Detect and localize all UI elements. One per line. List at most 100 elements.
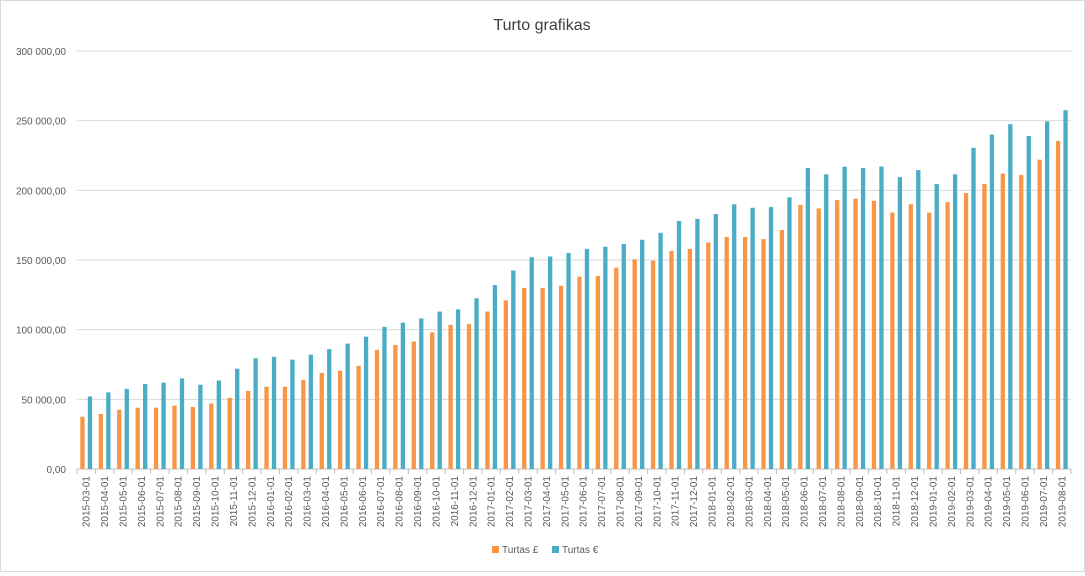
bar-turtas-gbp — [430, 332, 435, 469]
x-tick-label: 2016-08-01 — [395, 476, 406, 528]
bar-turtas-eur — [382, 326, 387, 469]
bar-turtas-gbp — [1019, 175, 1024, 470]
bar-turtas-eur — [511, 270, 516, 469]
bar-turtas-eur — [824, 174, 829, 469]
bar-turtas-eur — [235, 368, 240, 469]
bar-turtas-gbp — [209, 403, 214, 469]
bar-turtas-gbp — [319, 372, 324, 469]
bar-turtas-eur — [161, 382, 166, 469]
x-tick-label: 2015-07-01 — [155, 476, 166, 528]
x-tick-label: 2019-01-01 — [928, 476, 939, 528]
bar-turtas-gbp — [724, 237, 729, 469]
x-tick-label: 2016-01-01 — [266, 476, 277, 528]
x-tick-label: 2018-04-01 — [763, 476, 774, 528]
bar-turtas-eur — [437, 311, 442, 469]
x-tick-label: 2018-08-01 — [836, 476, 847, 528]
x-tick-label: 2017-05-01 — [560, 476, 571, 528]
bar-turtas-gbp — [614, 267, 619, 469]
bar-turtas-eur — [290, 359, 295, 469]
x-tick-label: 2018-01-01 — [708, 476, 719, 528]
x-tick-label: 2015-04-01 — [100, 476, 111, 528]
bar-turtas-gbp — [632, 259, 637, 469]
bar-turtas-gbp — [982, 184, 987, 469]
bar-turtas-gbp — [761, 239, 766, 469]
bar-turtas-eur — [989, 134, 995, 469]
bar-turtas-gbp — [393, 344, 398, 469]
y-tick-label: 50 000,00 — [22, 395, 67, 406]
bar-turtas-gbp — [356, 365, 361, 469]
bar-turtas-eur — [768, 207, 774, 469]
x-tick-label: 2016-10-01 — [431, 476, 442, 528]
bar-turtas-eur — [492, 285, 498, 469]
y-tick-label: 300 000,00 — [16, 47, 66, 58]
chart-title: Turto grafikas — [493, 17, 590, 34]
bar-turtas-gbp — [374, 349, 380, 469]
bar-turtas-gbp — [927, 212, 932, 470]
bar-turtas-gbp — [153, 407, 159, 469]
bar-turtas-eur — [345, 343, 350, 469]
bar-turtas-eur — [603, 246, 608, 469]
bar-turtas-eur — [87, 396, 93, 469]
bar-turtas-eur — [271, 356, 277, 469]
x-tick-label: 2015-05-01 — [119, 476, 130, 528]
x-tick-label: 2018-10-01 — [873, 476, 884, 528]
x-tick-label: 2018-07-01 — [818, 476, 829, 528]
bar-turtas-eur — [952, 174, 958, 469]
x-tick-label: 2015-11-01 — [229, 476, 240, 527]
bar-turtas-gbp — [338, 370, 343, 469]
x-tick-label: 2015-10-01 — [211, 476, 222, 528]
x-tick-label: 2016-02-01 — [284, 476, 295, 528]
bar-turtas-gbp — [245, 390, 251, 469]
bar-turtas-eur — [658, 232, 663, 469]
x-tick-label: 2019-05-01 — [1002, 476, 1013, 528]
bar-turtas-gbp — [853, 198, 858, 469]
y-tick-label: 0,00 — [47, 465, 67, 476]
x-tick-label: 2015-09-01 — [192, 476, 203, 528]
x-tick-label: 2017-01-01 — [487, 476, 498, 528]
bar-turtas-eur — [805, 168, 810, 470]
bar-turtas-eur — [1063, 110, 1068, 469]
x-tick-label: 2016-11-01 — [450, 476, 461, 527]
bar-turtas-gbp — [890, 212, 895, 470]
bar-turtas-gbp — [80, 416, 85, 469]
bar-turtas-gbp — [117, 409, 122, 469]
x-tick-label: 2018-11-01 — [892, 476, 903, 527]
bar-turtas-gbp — [558, 285, 564, 469]
bar-turtas-gbp — [871, 200, 877, 470]
x-tick-label: 2016-04-01 — [321, 476, 332, 528]
bar-turtas-eur — [1044, 121, 1050, 469]
bar-turtas-eur — [106, 392, 111, 469]
x-tick-label: 2016-05-01 — [339, 476, 350, 528]
y-tick-label: 200 000,00 — [16, 186, 66, 197]
bar-turtas-gbp — [264, 386, 269, 469]
x-tick-label: 2016-07-01 — [376, 476, 387, 528]
x-tick-label: 2019-04-01 — [984, 476, 995, 528]
bar-turtas-gbp — [1000, 173, 1005, 469]
x-tick-label: 2015-08-01 — [174, 476, 185, 528]
bar-turtas-eur — [584, 248, 590, 469]
x-tick-label: 2018-03-01 — [744, 476, 755, 528]
x-tick-label: 2016-06-01 — [358, 476, 369, 528]
x-tick-label: 2015-03-01 — [82, 476, 93, 528]
bar-turtas-gbp — [172, 405, 177, 469]
bar-turtas-eur — [455, 309, 461, 469]
bar-turtas-gbp — [466, 324, 472, 469]
bar-turtas-gbp — [540, 287, 545, 469]
bar-turtas-eur — [179, 378, 185, 469]
bar-turtas-eur — [1008, 124, 1013, 470]
x-tick-label: 2016-12-01 — [468, 476, 479, 528]
bar-turtas-eur — [640, 239, 645, 469]
gridlines — [77, 50, 1071, 470]
bar-turtas-gbp — [945, 202, 950, 469]
bar-turtas-eur — [1026, 135, 1031, 469]
bar-turtas-eur — [308, 354, 313, 469]
bar-turtas-eur — [676, 220, 682, 469]
x-tick-label: 2017-09-01 — [634, 476, 645, 528]
legend-swatch — [552, 546, 559, 553]
x-tick-label: 2017-06-01 — [579, 476, 590, 528]
x-tick-label: 2017-12-01 — [689, 476, 700, 528]
bar-turtas-eur — [897, 177, 903, 469]
bar-turtas-gbp — [742, 237, 748, 469]
x-tick-label: 2018-02-01 — [726, 476, 737, 528]
bar-turtas-eur — [934, 184, 939, 469]
